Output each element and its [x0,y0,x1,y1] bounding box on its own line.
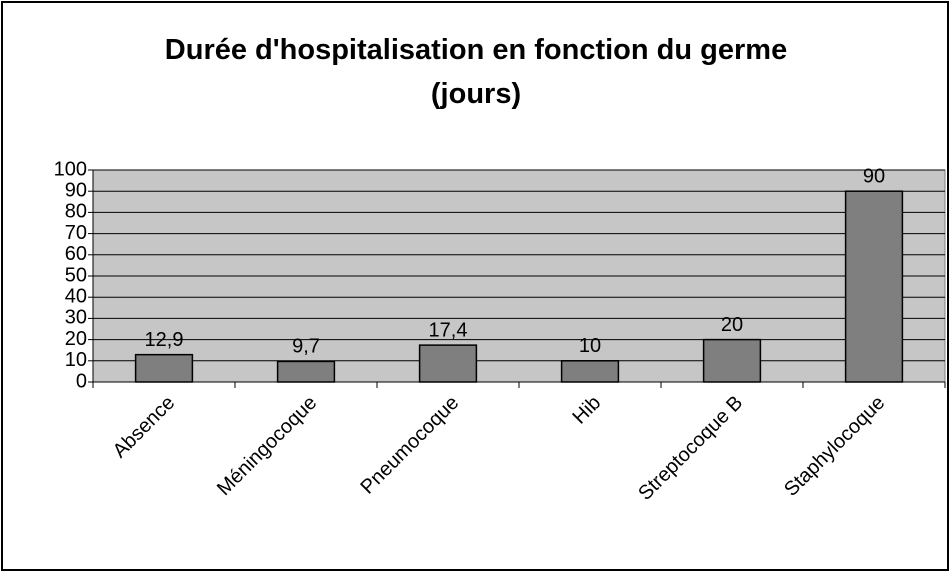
bar [418,344,478,383]
bar [276,360,336,383]
value-label: 9,7 [292,336,320,358]
bar [844,190,904,383]
value-label: 10 [579,335,601,357]
value-label: 20 [721,314,743,336]
y-tick-label: 100 [54,158,87,180]
chart-title: Durée d'hospitalisation en fonction du g… [164,34,788,110]
y-tick-label: 40 [65,285,87,307]
y-tick-label: 50 [65,264,87,286]
value-label: 17,4 [429,319,468,341]
bar [134,353,194,383]
y-tick-label: 0 [76,370,87,392]
y-tick-label: 70 [65,222,87,244]
bar [560,360,620,383]
y-tick-label: 30 [65,307,87,329]
bar [702,338,762,383]
y-tick-label: 80 [65,201,87,223]
y-tick-label: 10 [65,349,87,371]
y-tick-label: 20 [65,328,87,350]
value-label: 12,9 [145,329,184,351]
y-tick-label: 90 [65,179,87,201]
value-label: 90 [863,165,885,187]
y-tick-label: 60 [65,243,87,265]
